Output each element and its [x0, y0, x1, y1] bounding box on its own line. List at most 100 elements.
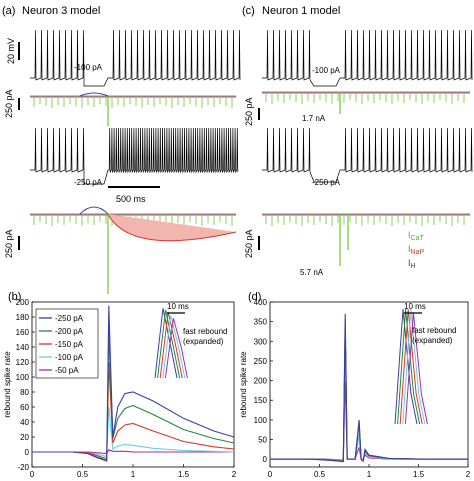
- inset-label-2: (expanded): [183, 337, 224, 346]
- x-tick-label: 1: [131, 470, 136, 479]
- series-line: [32, 305, 235, 462]
- y-tick-label: 120: [16, 358, 30, 367]
- panel-c-voltage-trace-2: [262, 127, 473, 183]
- x-tick-label: 2: [232, 470, 237, 479]
- panel-c-voltage-trace-1: [262, 29, 473, 87]
- y-axis-label: rebound spike rate: [3, 351, 12, 418]
- inset-label: fast rebound: [183, 327, 227, 336]
- panel-c-scale-pa-1: 250 pA: [244, 97, 254, 126]
- inset-series-line: [164, 318, 188, 379]
- series-line: [270, 329, 468, 462]
- panel-a-voltage-trace-1: [30, 29, 241, 87]
- legend-item: -100 pA: [55, 353, 84, 362]
- y-tick-label: 60: [20, 403, 29, 412]
- y-tick-label: 100: [254, 416, 268, 425]
- panel-c-trace1-label: -100 pA: [312, 66, 341, 75]
- legend-h: IH: [408, 258, 416, 270]
- panel-c-annot-2: 5.7 nA: [300, 268, 324, 277]
- inset-series-line: [399, 309, 423, 425]
- y-tick-label: 350: [254, 318, 268, 327]
- y-tick-label: 200: [16, 298, 30, 307]
- panel-c-title: Neuron 1 model: [262, 5, 340, 17]
- voltage-path: [262, 29, 473, 87]
- series-line: [32, 361, 235, 460]
- panel-c-scale-pa-2: 250 pA: [244, 229, 254, 258]
- x-tick-label: 2: [466, 470, 471, 479]
- y-tick-label: 40: [20, 418, 29, 427]
- panel-b-letter: (b): [8, 291, 21, 303]
- panel-c-letter: (c): [242, 5, 255, 17]
- x-tick-label: 0: [30, 470, 35, 479]
- inset-series-line: [404, 312, 428, 425]
- legend-nap: INaP: [408, 244, 424, 256]
- legend-item: -250 pA: [55, 314, 84, 323]
- panel-c-current-trace-1: [262, 91, 470, 114]
- inset-scale-label: 10 ms: [167, 302, 189, 311]
- ih-activation: [79, 206, 109, 215]
- series-line: [270, 313, 468, 463]
- inset-scale-label: 10 ms: [404, 302, 426, 311]
- series-line: [32, 406, 235, 458]
- legend-item: -50 pA: [55, 366, 79, 375]
- panel-a-scale-pa-1: 250 pA: [4, 89, 14, 118]
- voltage-path: [30, 29, 241, 87]
- panel-a-voltage-trace-2: [30, 127, 239, 185]
- voltage-path: [30, 127, 239, 185]
- panel-a-scale-mv: 20 mV: [6, 38, 16, 64]
- panel-d-chart: 00.511.52050100150200250300350400t(s)reb…: [239, 298, 471, 479]
- series-line: [270, 380, 468, 461]
- panel-d-letter: (d): [248, 291, 261, 303]
- ih-activation: [79, 92, 109, 97]
- inset-series-line: [394, 309, 418, 425]
- panel-a-title: Neuron 3 model: [22, 5, 100, 17]
- y-tick-label: -20: [17, 463, 29, 472]
- y-tick-label: 400: [254, 298, 268, 307]
- panel-c-trace2-label: -250 pA: [312, 178, 341, 187]
- y-tick-label: 20: [20, 433, 29, 442]
- legend-cat: ICaT: [408, 230, 424, 242]
- panel-a-scale-time: 500 ms: [116, 194, 146, 204]
- y-tick-label: 80: [20, 388, 29, 397]
- inset-series-line: [162, 315, 186, 379]
- inset-series-line: [159, 311, 183, 379]
- y-tick-label: 300: [254, 337, 268, 346]
- y-tick-label: 150: [254, 396, 268, 405]
- y-tick-label: 140: [16, 343, 30, 352]
- currents-legend: ICaT INaP IH: [408, 230, 424, 270]
- panel-a-trace1-label: -100 pA: [74, 63, 103, 72]
- inset-series-line: [154, 308, 178, 379]
- inset-label: fast rebound: [412, 326, 456, 335]
- y-tick-label: 250: [254, 357, 268, 366]
- panel-a-current-trace-2: [30, 206, 237, 294]
- y-axis-label: rebound spike rate: [239, 351, 248, 418]
- panel-a-trace2-label: -250 pA: [74, 178, 103, 187]
- x-tick-label: 1: [367, 470, 372, 479]
- inset-series-line: [397, 309, 421, 425]
- panel-c-current-trace-2: [262, 213, 470, 266]
- inset-series-line: [402, 309, 426, 425]
- y-tick-label: 200: [254, 377, 268, 386]
- x-tick-label: 0: [268, 470, 273, 479]
- legend-item: -200 pA: [55, 327, 84, 336]
- panel-a-current-trace-1: [30, 92, 236, 126]
- inset-series-line: [157, 309, 181, 379]
- x-tick-label: 0.5: [77, 470, 89, 479]
- series-line: [270, 341, 468, 461]
- legend-item: -150 pA: [55, 340, 84, 349]
- y-tick-label: 0: [263, 455, 268, 464]
- panel-b-chart: 00.511.52-20020406080100120140160180200t…: [3, 298, 237, 479]
- y-tick-label: 180: [16, 313, 30, 322]
- inap-envelope: [107, 213, 237, 242]
- y-tick-label: 100: [16, 373, 30, 382]
- x-tick-label: 0.5: [314, 470, 326, 479]
- y-tick-label: 0: [25, 448, 30, 457]
- x-tick-label: 1.5: [178, 470, 190, 479]
- y-tick-label: 160: [16, 328, 30, 337]
- voltage-path: [262, 127, 473, 183]
- panel-a-scale-pa-2: 250 pA: [4, 229, 14, 258]
- series-line: [32, 449, 234, 455]
- x-tick-label: 1.5: [413, 470, 425, 479]
- panel-c-annot-1: 1.7 nA: [302, 114, 326, 123]
- y-tick-label: 50: [258, 436, 267, 445]
